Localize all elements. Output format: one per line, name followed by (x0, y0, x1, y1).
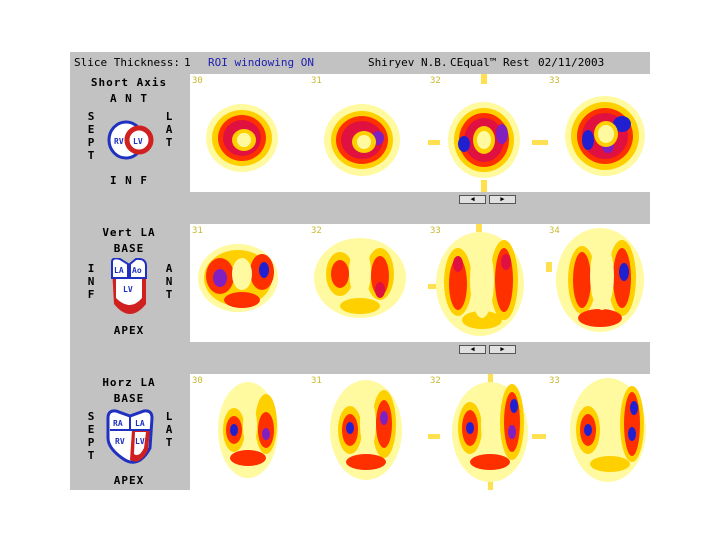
la-label: LA (114, 266, 124, 275)
slice-number: 33 (549, 376, 560, 386)
ao-outline (129, 258, 147, 279)
slice-image (218, 382, 278, 478)
slice-number: 34 (549, 226, 560, 236)
lv-outline (124, 125, 154, 155)
triangle-left-icon: ◀ (470, 345, 475, 353)
slice-image (206, 104, 278, 172)
lv-label: LV (135, 437, 145, 446)
horz-la-diagram: RA LA RV LV (106, 409, 154, 464)
slice-number: 32 (430, 76, 441, 86)
slice-image (546, 228, 644, 332)
short-axis-diagram: RV LV (107, 120, 154, 160)
vert-la-nav: ◀ ▶ (459, 345, 517, 355)
slice-number: 31 (311, 76, 322, 86)
horz-la-left-label: S E P T (87, 410, 95, 462)
triangle-right-icon: ▶ (500, 345, 505, 353)
roi-status[interactable]: ROI windowing ON (208, 56, 314, 69)
slice-image (314, 238, 406, 318)
header-bar: Slice Thickness: 1 ROI windowing ON Shir… (70, 52, 650, 72)
slice-number: 32 (311, 226, 322, 236)
slice-number: 32 (430, 376, 441, 386)
lv-label: LV (123, 285, 133, 294)
slice-thickness-value: 1 (184, 56, 191, 69)
vert-la-label-panel: Vert LA BASE I N F A N T APEX LA Ao LV (70, 224, 188, 342)
slice-image (428, 224, 524, 336)
la-label: LA (135, 419, 145, 428)
vert-la-slices (198, 224, 644, 336)
horz-la-images: 30 31 32 33 (190, 374, 650, 492)
short-axis-images: 30 31 32 33 (190, 74, 650, 192)
vert-la-diagram: LA Ao LV (111, 258, 147, 314)
vert-la-top-label: BASE (113, 242, 145, 255)
triangle-right-icon: ▶ (500, 195, 505, 203)
slice-number: 30 (192, 76, 203, 86)
short-axis-right-label: L A T (165, 110, 173, 149)
vert-la-title: Vert LA (102, 226, 156, 239)
patient-name: Shiryev N.B. (368, 56, 448, 69)
vert-la-left-label: I N F (87, 262, 95, 301)
short-axis-nav: ◀ ▶ (459, 195, 517, 205)
study-name: CEqual™ Rest (450, 56, 530, 69)
slice-image (428, 74, 520, 192)
vert-la-bottom-label: APEX (113, 324, 145, 337)
slice-thickness-label: Slice Thickness: (74, 56, 180, 69)
slice-number: 33 (430, 226, 441, 236)
horz-la-right-label: L A T (165, 410, 173, 449)
la-outline (111, 258, 129, 279)
vert-la-right-label: A N T (165, 262, 173, 301)
horz-la-bottom-label: APEX (113, 474, 145, 487)
short-axis-label-panel: Short Axis A N T S E P T L A T I N F RV … (70, 74, 188, 192)
short-axis-top-label: A N T (109, 92, 149, 105)
lv-label: LV (133, 137, 143, 146)
horz-la-title: Horz LA (102, 376, 156, 389)
slice-image (570, 378, 646, 482)
horz-la-slices (218, 374, 646, 490)
ao-label: Ao (132, 266, 142, 275)
ra-label: RA (113, 419, 123, 428)
study-date: 02/11/2003 (538, 56, 605, 69)
slice-number: 33 (549, 76, 560, 86)
slice-image (532, 96, 645, 176)
next-slice-button[interactable]: ▶ (489, 195, 516, 204)
lv-cavity (134, 432, 146, 456)
short-axis-slices (206, 74, 645, 192)
prev-slice-button[interactable]: ◀ (459, 345, 486, 354)
slice-image (428, 374, 546, 490)
slice-number: 31 (311, 376, 322, 386)
slice-number: 30 (192, 376, 203, 386)
short-axis-bottom-label: I N F (109, 174, 149, 187)
slice-image (198, 244, 278, 312)
rv-label: RV (115, 437, 125, 446)
prev-slice-button[interactable]: ◀ (459, 195, 486, 204)
slice-number: 31 (192, 226, 203, 236)
short-axis-title: Short Axis (90, 76, 168, 89)
short-axis-left-label: S E P T (87, 110, 95, 162)
slice-image (324, 104, 400, 176)
horz-la-label-panel: Horz LA BASE S E P T L A T APEX RA LA RV… (70, 374, 188, 492)
slice-image (330, 380, 402, 480)
horz-la-top-label: BASE (113, 392, 145, 405)
triangle-left-icon: ◀ (470, 195, 475, 203)
next-slice-button[interactable]: ▶ (489, 345, 516, 354)
vert-la-images: 31 32 33 34 (190, 224, 650, 342)
rv-label: RV (114, 137, 124, 146)
